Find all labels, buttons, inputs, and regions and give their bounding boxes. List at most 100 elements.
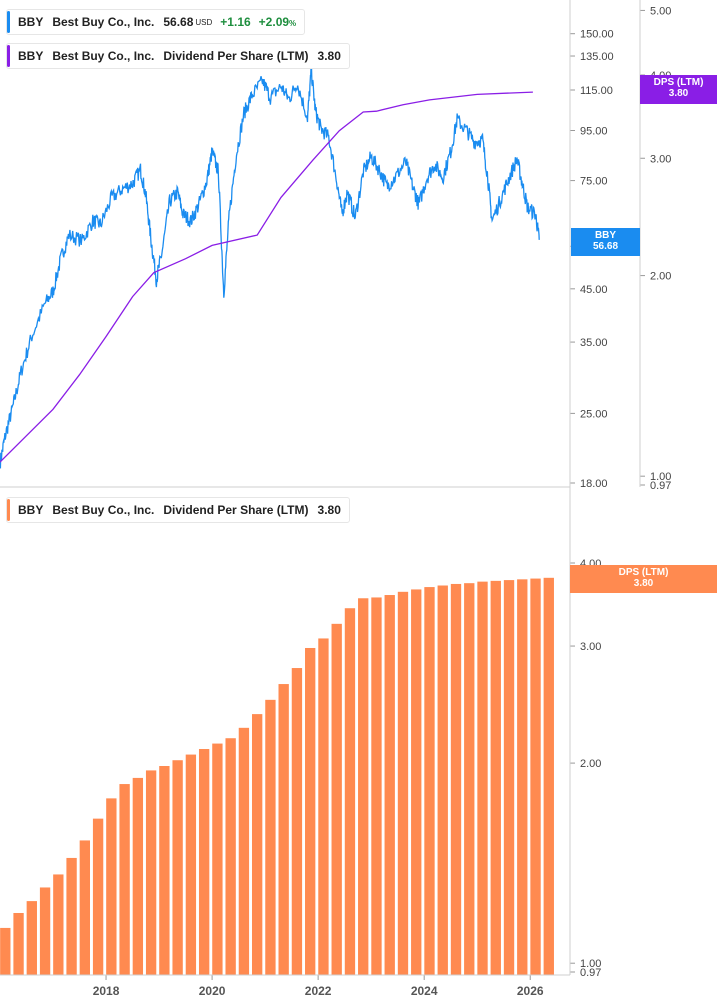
dps-tag-top-label: DPS (LTM) xyxy=(653,77,704,88)
price-legend-currency: USD xyxy=(195,17,213,27)
dps-bar xyxy=(119,784,130,975)
dps-tick-label: 1.00 xyxy=(650,471,671,483)
dps-legend-bottom-company: Best Buy Co., Inc. xyxy=(52,503,155,517)
dps-bar xyxy=(251,714,263,975)
x-axis: 2018 2020 2022 2024 2026 xyxy=(93,975,544,998)
dps-bar xyxy=(212,743,223,975)
dps-bar xyxy=(66,857,77,975)
dps-bar xyxy=(0,927,11,975)
dps-bar xyxy=(265,699,276,975)
dps-legend-bottom-value: 3.80 xyxy=(317,503,341,517)
dps-bar xyxy=(145,770,157,975)
dps-bar xyxy=(530,578,541,975)
dps-tick-label: 2.00 xyxy=(650,271,671,283)
dps-bar xyxy=(517,579,528,975)
price-tick-label: 75.00 xyxy=(580,176,608,188)
price-legend-price: 56.68 xyxy=(163,15,194,29)
dps-bar xyxy=(278,684,289,975)
dps-bar xyxy=(225,738,236,975)
dps-bar xyxy=(490,580,501,975)
dps-bar xyxy=(358,598,369,975)
dps-bar xyxy=(198,749,210,975)
dps-tag-bottom-value: 3.80 xyxy=(633,578,654,589)
dps-bar xyxy=(503,580,515,975)
dps-bar xyxy=(185,754,197,975)
price-legend-company: Best Buy Co., Inc. xyxy=(52,15,155,29)
x-tick-label: 2020 xyxy=(199,984,226,998)
x-tick-label: 2026 xyxy=(517,984,544,998)
dps-bar xyxy=(397,591,409,975)
price-axis: 150.00135.00115.0095.0075.0055.0045.0035… xyxy=(570,29,614,490)
x-tick-label: 2024 xyxy=(411,984,438,998)
dps-bar xyxy=(79,840,91,975)
dps-bar xyxy=(238,727,250,975)
price-legend[interactable]: BBY Best Buy Co., Inc. 56.68 USD +1.16 +… xyxy=(6,9,306,35)
dps-bar xyxy=(13,912,24,975)
x-tick-label: 2022 xyxy=(305,984,332,998)
dps-bar xyxy=(106,798,117,975)
dps-bar xyxy=(172,760,183,975)
price-legend-pct-sign: % xyxy=(289,19,297,28)
price-tick-label: 25.00 xyxy=(580,408,608,420)
price-tag-value: 56.68 xyxy=(592,241,619,252)
dps-legend-top-swatch xyxy=(7,45,10,67)
price-legend-change-pct: +2.09% xyxy=(259,15,297,29)
price-tick-label: 35.00 xyxy=(580,337,608,349)
dps-tag-top-value: 3.80 xyxy=(668,88,689,99)
dps-bottom-tick-label: 3.00 xyxy=(580,641,601,653)
dps-bar xyxy=(159,766,170,975)
dps-legend-bottom-metric: Dividend Per Share (LTM) xyxy=(163,503,309,517)
price-tag-label: BBY xyxy=(594,230,617,241)
dps-tag-bottom: DPS (LTM) 3.80 xyxy=(570,565,717,593)
dps-bar xyxy=(132,777,144,975)
dps-tag-bottom-label: DPS (LTM) xyxy=(618,567,669,578)
dps-bar xyxy=(437,585,448,975)
dps-bar xyxy=(53,874,64,975)
price-tick-label: 45.00 xyxy=(580,284,608,296)
dps-bottom-tick-label: 1.00 xyxy=(580,958,601,970)
dps-tag-top: DPS (LTM) 3.80 xyxy=(640,75,717,104)
dps-tick-label: 3.00 xyxy=(650,153,671,165)
dps-legend-top-ticker: BBY xyxy=(18,49,44,63)
price-tick-label: 18.00 xyxy=(580,478,608,490)
dps-legend-bottom[interactable]: BBY Best Buy Co., Inc. Dividend Per Shar… xyxy=(6,497,350,523)
price-tag: BBY 56.68 xyxy=(571,228,640,256)
x-tick-label: 2018 xyxy=(93,984,120,998)
dps-bar xyxy=(424,587,435,975)
dps-bar xyxy=(543,577,554,975)
dps-bar xyxy=(464,583,475,975)
price-tick-label: 95.00 xyxy=(580,125,608,137)
dps-bar xyxy=(411,589,422,975)
lines xyxy=(0,66,540,469)
dps-bottom-tick-label: 2.00 xyxy=(580,758,601,770)
dps-bar xyxy=(291,668,303,975)
dps-tick-label: 5.00 xyxy=(650,5,671,17)
dps-bar xyxy=(477,581,488,975)
price-tick-label: 115.00 xyxy=(580,85,613,97)
dps-tick-label: 0.97 xyxy=(650,480,671,492)
dps-bar xyxy=(331,623,342,975)
dps-bottom-tick-label: 0.97 xyxy=(580,967,601,979)
dps-axis-bottom: 4.003.002.001.000.97 xyxy=(570,558,601,979)
dps-bar xyxy=(450,583,462,975)
dps-bar xyxy=(344,608,356,975)
price-legend-ticker: BBY xyxy=(18,15,44,29)
price-tick-label: 135.00 xyxy=(580,51,614,63)
dps-bar xyxy=(305,647,316,975)
price-line xyxy=(0,66,540,469)
dps-legend-top-metric: Dividend Per Share (LTM) xyxy=(163,49,309,63)
price-legend-change: +1.16 xyxy=(220,15,251,29)
dps-bar xyxy=(384,595,395,975)
dps-legend-top-company: Best Buy Co., Inc. xyxy=(52,49,155,63)
dps-bar xyxy=(371,597,382,975)
dps-bars xyxy=(0,577,554,975)
dps-legend-bottom-swatch xyxy=(7,499,10,521)
price-tick-label: 150.00 xyxy=(580,29,614,41)
dps-line xyxy=(0,91,533,463)
dps-legend-top[interactable]: BBY Best Buy Co., Inc. Dividend Per Shar… xyxy=(6,43,350,69)
dps-bar xyxy=(92,818,104,975)
dps-bar xyxy=(26,901,37,975)
dps-legend-bottom-ticker: BBY xyxy=(18,503,44,517)
dps-bar xyxy=(318,638,329,975)
